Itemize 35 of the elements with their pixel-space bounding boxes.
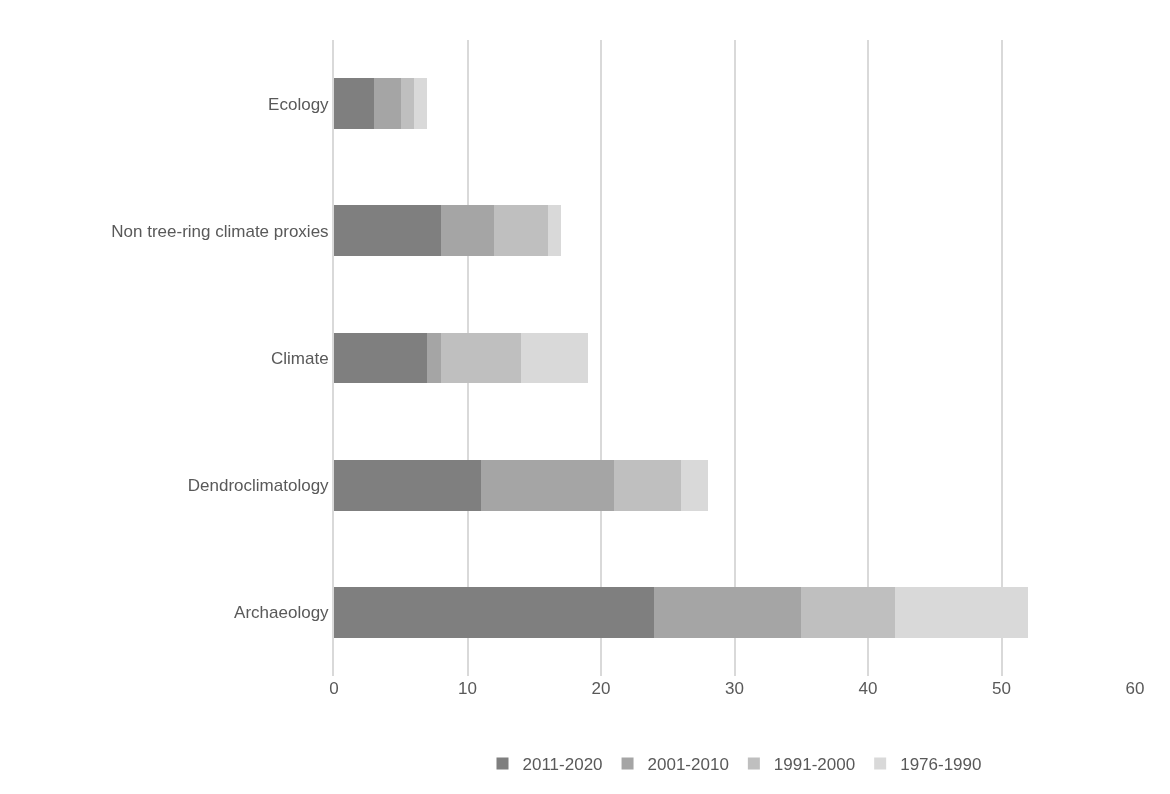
legend-label: 1991-2000 (773, 755, 856, 775)
bar (681, 459, 708, 511)
bar (440, 332, 521, 384)
bar (334, 205, 441, 257)
bar (334, 78, 375, 130)
y-tick-label: Ecology (268, 94, 330, 114)
bar (654, 586, 802, 638)
x-tick-label: 40 (858, 679, 878, 698)
bar (801, 586, 895, 638)
y-tick-label: Non tree-ring climate proxies (111, 221, 329, 241)
legend-label: 2001-2010 (647, 755, 729, 775)
y-tick-label: Dendroclimatology (187, 476, 330, 496)
legend-label: 2011-2020 (522, 755, 603, 775)
bar (400, 78, 415, 130)
x-tick-label: 50 (992, 679, 1011, 698)
y-tick-label: Archaeology (234, 603, 330, 623)
y-tick-label: Climate (270, 348, 329, 368)
bar (480, 459, 615, 511)
x-tick-label: 30 (725, 679, 744, 698)
bar (520, 332, 588, 384)
bar (334, 459, 481, 511)
x-tick-label: 20 (591, 679, 611, 698)
bar (494, 205, 548, 257)
legend-label: 1976-1990 (900, 755, 982, 775)
bar (374, 78, 401, 130)
x-tick-label: 0 (329, 679, 339, 698)
bar (614, 459, 682, 511)
bar (427, 332, 441, 384)
bar (414, 78, 428, 130)
bar (334, 586, 655, 638)
bar (547, 205, 561, 257)
x-tick-label: 10 (458, 679, 477, 698)
bar (440, 205, 495, 257)
bar (334, 332, 428, 384)
x-tick-label: 60 (1125, 679, 1145, 698)
